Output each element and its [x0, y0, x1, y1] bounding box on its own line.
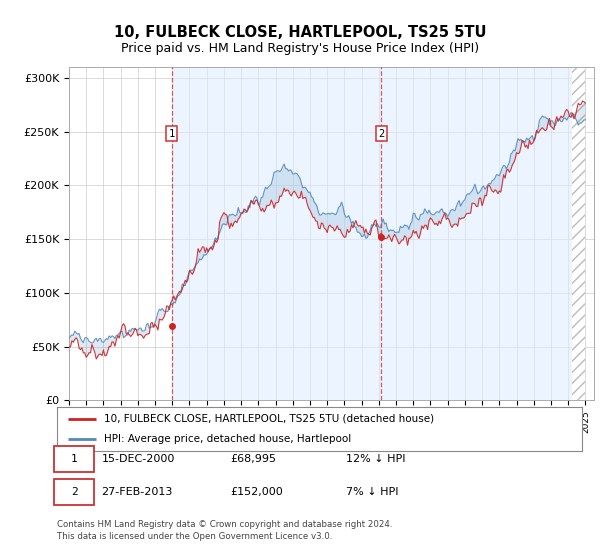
- Text: 1: 1: [71, 454, 77, 464]
- Text: £152,000: £152,000: [230, 487, 283, 497]
- FancyBboxPatch shape: [55, 446, 94, 472]
- Text: 12% ↓ HPI: 12% ↓ HPI: [346, 454, 405, 464]
- Text: HPI: Average price, detached house, Hartlepool: HPI: Average price, detached house, Hart…: [104, 434, 352, 444]
- Text: 1: 1: [169, 129, 175, 139]
- Text: 15-DEC-2000: 15-DEC-2000: [101, 454, 175, 464]
- Text: £68,995: £68,995: [230, 454, 276, 464]
- FancyBboxPatch shape: [55, 479, 94, 505]
- Text: 10, FULBECK CLOSE, HARTLEPOOL, TS25 5TU: 10, FULBECK CLOSE, HARTLEPOOL, TS25 5TU: [114, 25, 486, 40]
- Text: 2: 2: [71, 487, 77, 497]
- Text: 2: 2: [378, 129, 385, 139]
- Text: 10, FULBECK CLOSE, HARTLEPOOL, TS25 5TU (detached house): 10, FULBECK CLOSE, HARTLEPOOL, TS25 5TU …: [104, 414, 434, 424]
- Text: This data is licensed under the Open Government Licence v3.0.: This data is licensed under the Open Gov…: [57, 532, 332, 541]
- Text: 7% ↓ HPI: 7% ↓ HPI: [346, 487, 398, 497]
- Text: Price paid vs. HM Land Registry's House Price Index (HPI): Price paid vs. HM Land Registry's House …: [121, 42, 479, 55]
- Text: 27-FEB-2013: 27-FEB-2013: [101, 487, 173, 497]
- Text: Contains HM Land Registry data © Crown copyright and database right 2024.: Contains HM Land Registry data © Crown c…: [57, 520, 392, 529]
